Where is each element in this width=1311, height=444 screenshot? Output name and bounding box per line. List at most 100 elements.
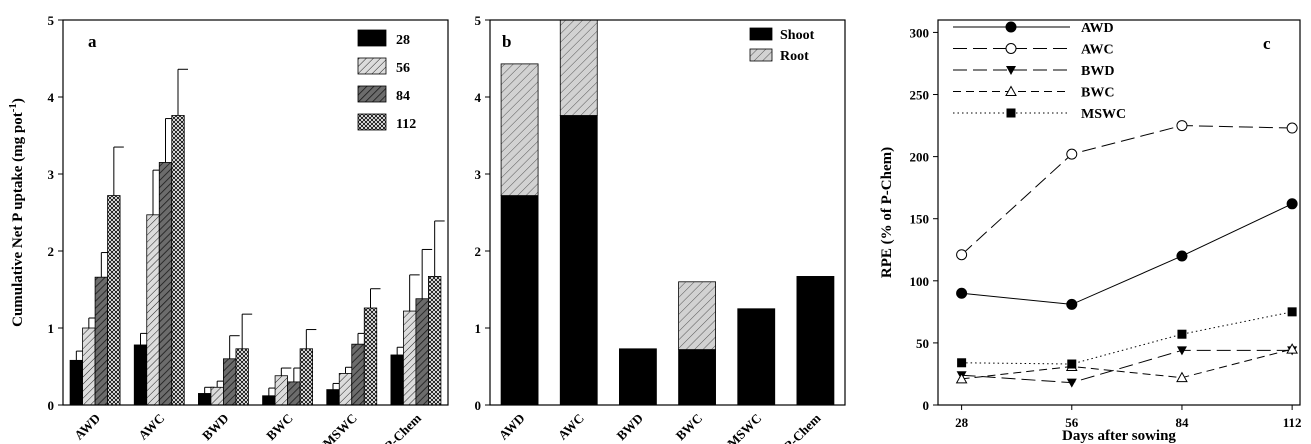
marker [1176,346,1187,356]
legend-swatch [749,27,773,41]
bar [737,308,776,406]
x-tick-label: BWC [673,411,706,444]
bar [338,373,353,406]
bar [500,63,539,196]
y-tick-label: 5 [475,13,482,28]
marker [1066,298,1078,310]
legend-label: BWD [1081,64,1114,79]
marker [1067,359,1077,369]
legend-label: 28 [396,33,410,48]
marker [1005,43,1017,54]
x-tick-label: MSWC [320,411,360,444]
legend-label: AWD [1081,21,1114,36]
x-tick-label: BWD [613,411,646,444]
series-line [961,125,1293,256]
chart-c: 0 50 100 150 200 250 300 28 56 84 112 c AWD AWC BWD BWC… [879,19,1302,444]
bar [198,393,212,406]
x-tick-label: 28 [955,415,969,430]
x-tick-label: AWD [71,411,103,443]
y-tick-label: 300 [910,25,930,40]
marker [1005,21,1017,33]
y-tick-label: 0 [48,398,55,413]
bar [326,389,340,406]
x-tick-label: BWD [199,411,232,444]
y-tick-label: 100 [910,274,930,289]
bar [351,343,365,406]
marker [1066,148,1078,160]
marker [1286,122,1298,134]
x-tick-label: P-Chem [381,410,424,444]
bar [235,348,249,406]
bar [69,359,83,406]
panel-label: c [1263,34,1271,53]
bar [559,19,598,116]
marker [1176,250,1188,262]
bar [107,195,121,406]
x-tick-label: BWC [263,411,296,444]
bar [428,276,442,406]
bar [500,195,539,406]
y-tick-label: 2 [48,244,55,259]
chart-b: 0 1 2 3 4 5 AWD AWC BWD BWC MSWC P-Chem b Shoot Root [475,13,846,444]
y-axis-label: RPE (% of P-Chem) [879,147,895,278]
y-tick-label: 200 [910,150,930,165]
marker [956,287,968,299]
legend-swatch [357,29,387,47]
bar [223,358,237,406]
bar [146,214,160,406]
legend-label: Root [780,49,809,64]
x-axis-label: Days after sowing [1062,428,1176,444]
plot-frame [937,19,1301,406]
bar [171,115,185,406]
bar [94,276,108,406]
bar [619,348,657,406]
legend-swatch [357,57,387,75]
y-tick-label: 1 [48,321,55,336]
legend-label: Shoot [780,28,815,43]
x-tick-label: AWD [496,411,528,443]
y-tick-label: 4 [48,90,55,105]
marker [1287,307,1297,317]
y-tick-label: 5 [48,13,55,28]
bar [415,298,429,406]
y-tick-label: 0 [923,398,930,413]
x-tick-label: AWC [555,411,587,443]
plot-frame [489,19,846,406]
x-tick-label: 56 [1065,415,1079,430]
bar [678,349,716,406]
y-tick-label: 250 [910,88,930,103]
bar [274,375,288,406]
legend-label: 112 [396,117,416,132]
bar [559,115,598,406]
bar [210,386,224,406]
chart-a: 0 1 2 3 4 5 AWD AWC BWD BWC MSWC P-Chem a 28 56 84 112 Cu… [7,13,449,444]
x-tick-label: AWC [135,411,167,443]
bar [262,395,276,406]
legend-label: 56 [396,61,410,76]
marker [1006,66,1016,75]
y-axis-label-sup: -1 [7,103,19,112]
legend-label: BWC [1081,86,1114,101]
y-tick-label: 3 [48,167,55,182]
bar [82,327,96,406]
bar [390,354,404,406]
y-tick-label: 50 [916,336,929,351]
marker [957,358,967,368]
marker [1177,329,1187,339]
y-tick-label: 1 [475,321,482,336]
marker [955,372,968,384]
series-line [961,203,1293,305]
series-line [961,348,1293,380]
marker [1066,378,1077,388]
series-line [961,349,1293,384]
marker [1176,371,1188,383]
legend-label: AWC [1081,43,1114,58]
bar [403,310,417,406]
y-tick-label: 150 [910,212,930,227]
plot-frame [62,19,449,406]
y-tick-label: 0 [475,398,482,413]
legend-label: MSWC [1081,107,1126,122]
marker [1286,198,1298,210]
marker [1286,343,1298,354]
x-tick-label: P-Chem [781,410,824,444]
